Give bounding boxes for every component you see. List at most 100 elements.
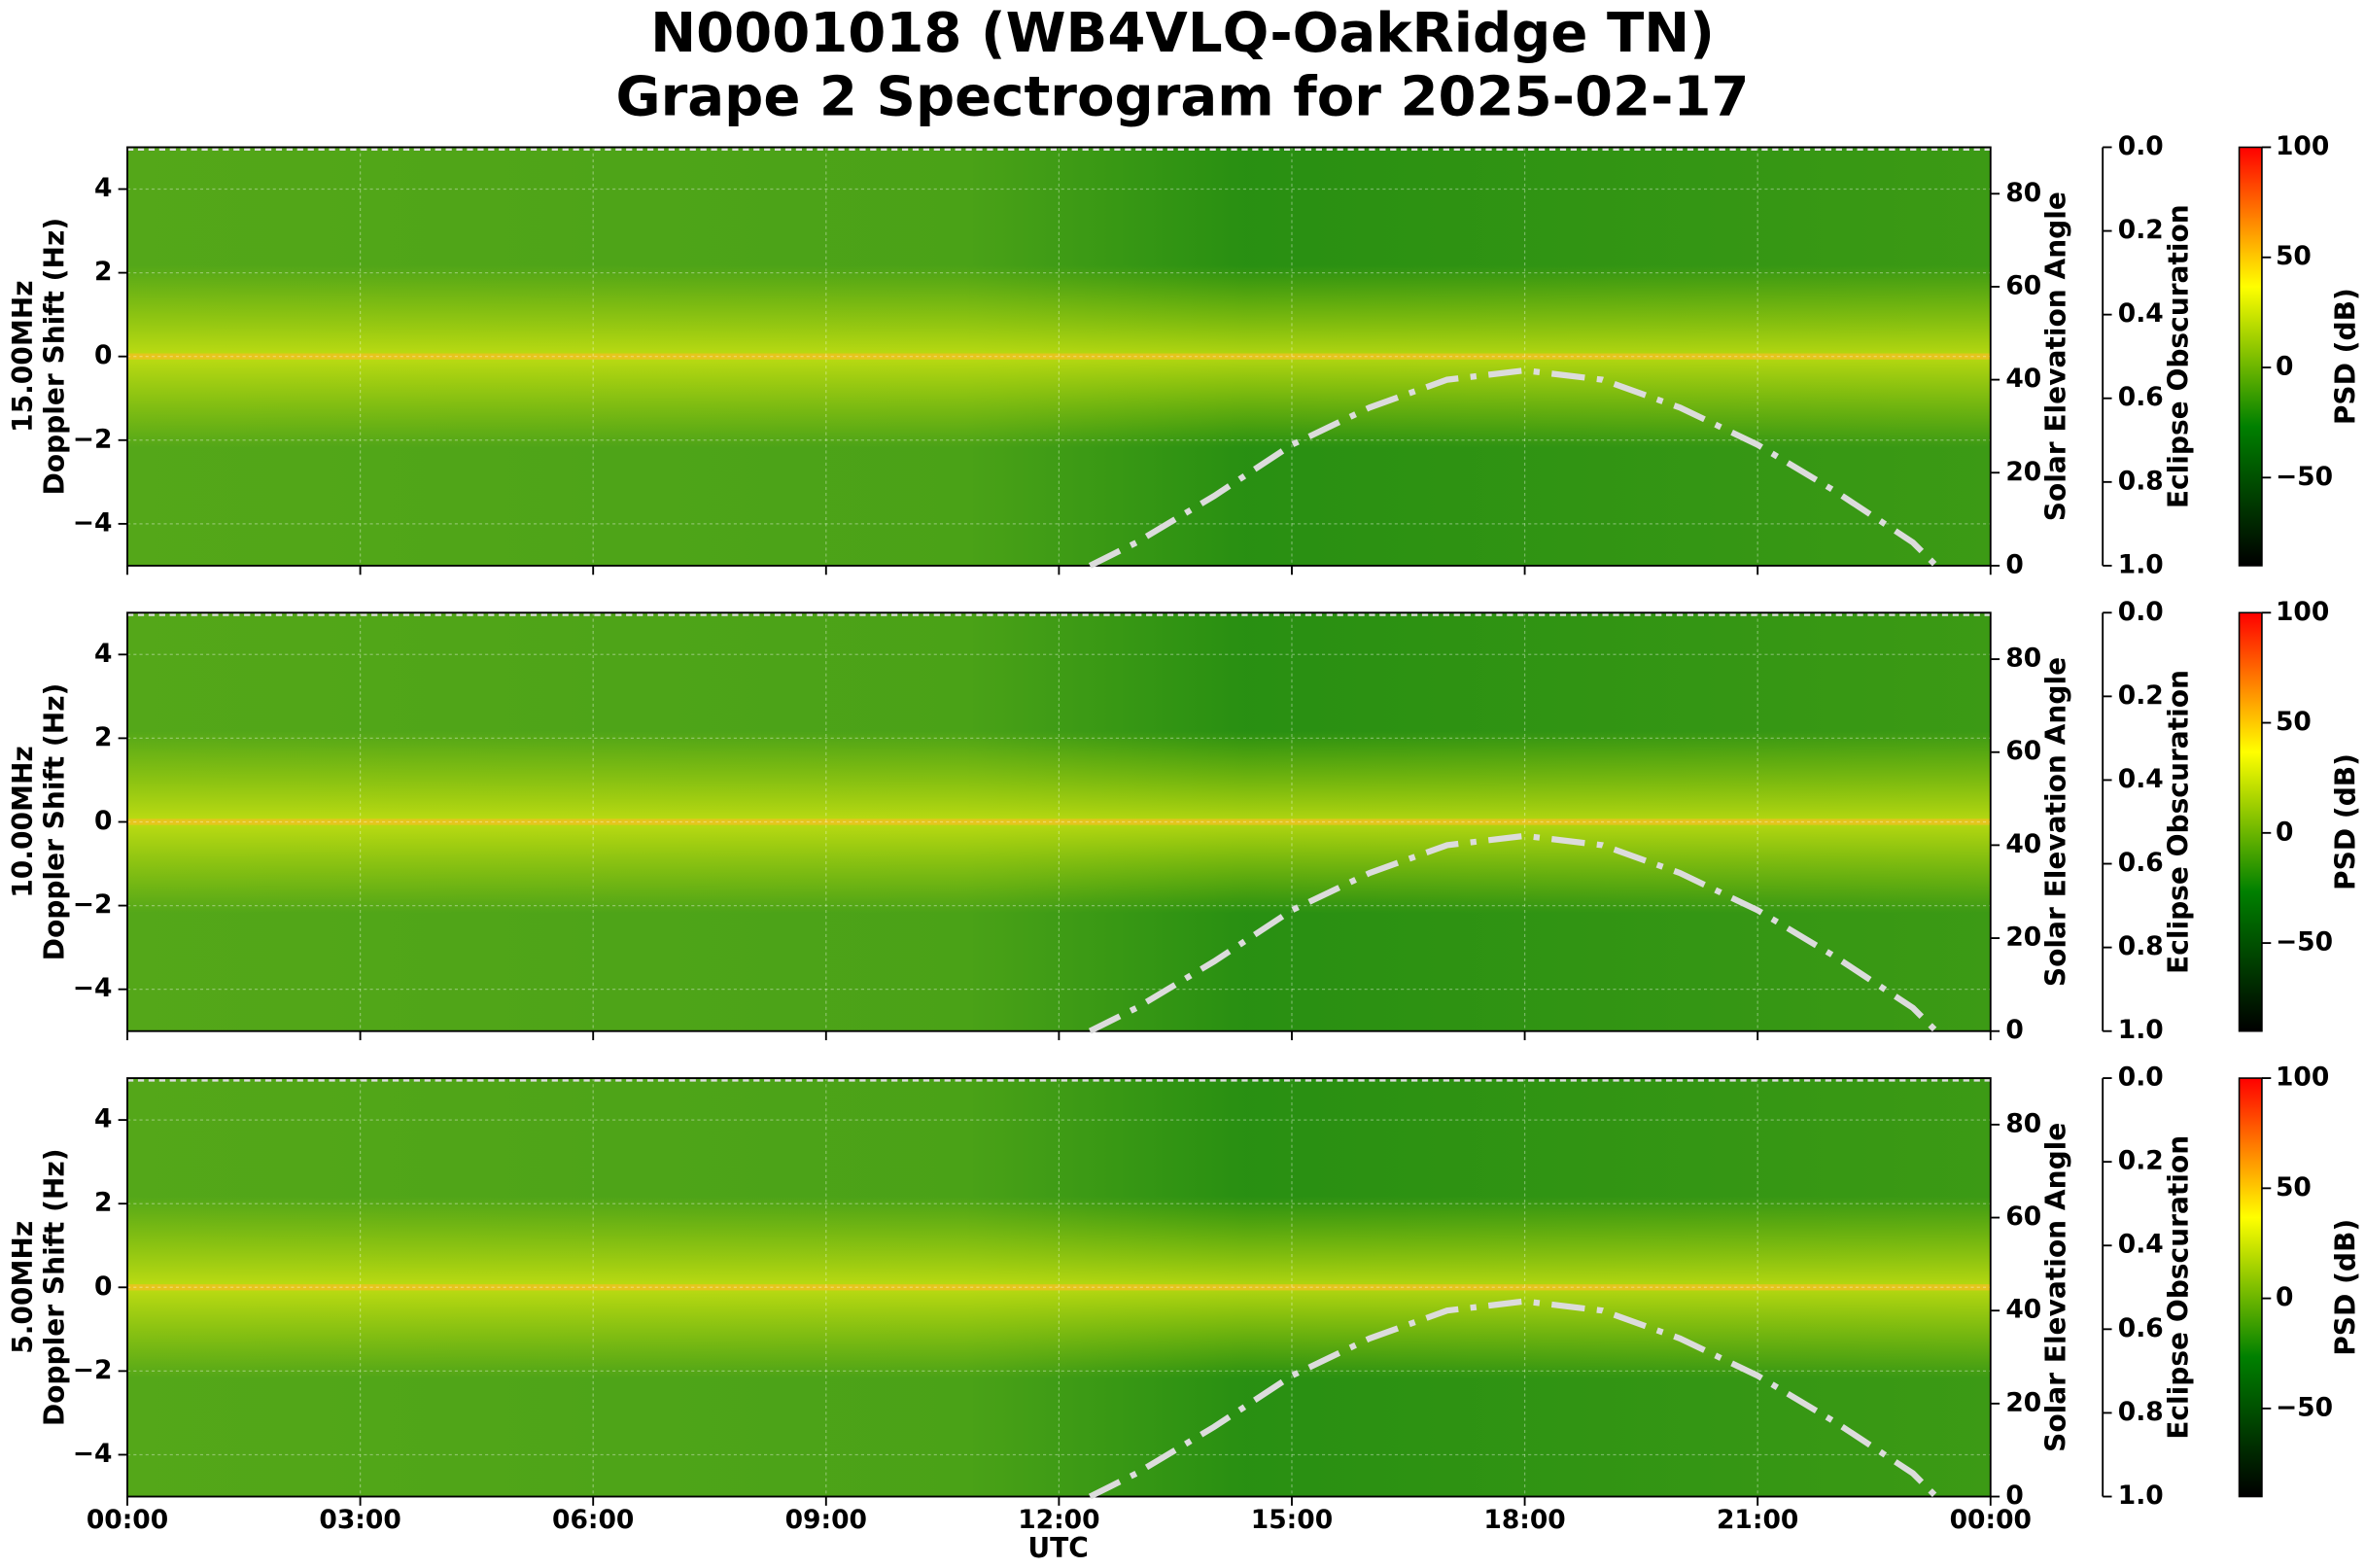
colorbar bbox=[2238, 611, 2263, 1032]
x-tick-label: 09:00 bbox=[785, 1505, 867, 1535]
y-tick-label: 4 bbox=[94, 1104, 112, 1134]
y-tick-label: −4 bbox=[73, 1439, 113, 1469]
y2-axis-label: Solar Elevation Angle bbox=[2039, 657, 2071, 987]
y-tick-label: 0 bbox=[94, 1272, 112, 1302]
y2-axis-label: Solar Elevation Angle bbox=[2039, 1123, 2071, 1452]
eclipse-tick-label: 1.0 bbox=[2118, 549, 2164, 579]
eclipse-tick-label: 0.6 bbox=[2118, 848, 2164, 878]
colorbar-tick-label: 100 bbox=[2276, 131, 2329, 161]
y2-tick-label: 20 bbox=[2005, 923, 2041, 953]
y-tick-label: −2 bbox=[73, 1355, 113, 1385]
colorbar-tick-label: 100 bbox=[2276, 597, 2329, 627]
colorbar-label: PSD (dB) bbox=[2329, 753, 2361, 890]
y2-tick-label: 40 bbox=[2005, 364, 2041, 394]
y-tick-label: −2 bbox=[73, 424, 113, 454]
eclipse-tick-label: 0.2 bbox=[2118, 1146, 2164, 1176]
solar-elevation-line bbox=[1088, 366, 1939, 569]
eclipse-axis-label: Eclipse Obscuration bbox=[2163, 670, 2195, 974]
colorbar-tick-label: 0 bbox=[2276, 352, 2293, 382]
colorbar-tick-label: 50 bbox=[2276, 241, 2312, 271]
colorbar bbox=[2238, 146, 2263, 567]
eclipse-tick-label: 0.0 bbox=[2118, 597, 2164, 627]
carrier-trace bbox=[127, 1284, 1991, 1291]
x-tick-label: 18:00 bbox=[1483, 1505, 1565, 1535]
y2-tick-label: 20 bbox=[2005, 457, 2041, 487]
solar-elevation-line bbox=[1088, 832, 1939, 1034]
carrier-trace bbox=[127, 353, 1991, 360]
eclipse-tick-label: 0.6 bbox=[2118, 382, 2164, 412]
y-tick-label: 2 bbox=[94, 1188, 112, 1218]
colorbar-tick-label: 50 bbox=[2276, 1172, 2312, 1202]
y-tick-label: −4 bbox=[73, 507, 113, 538]
y2-tick-label: 80 bbox=[2005, 1108, 2041, 1138]
x-tick-label: 15:00 bbox=[1251, 1505, 1333, 1535]
y-tick-label: −2 bbox=[73, 889, 113, 920]
eclipse-tick-label: 0.4 bbox=[2118, 298, 2164, 329]
colorbar-tick-label: 0 bbox=[2276, 817, 2293, 847]
y-tick-label: 2 bbox=[94, 722, 112, 752]
eclipse-tick-label: 0.0 bbox=[2118, 1063, 2164, 1093]
eclipse-tick-label: 0.4 bbox=[2118, 764, 2164, 794]
y2-tick-label: 80 bbox=[2005, 178, 2041, 208]
eclipse-tick-label: 0.0 bbox=[2118, 131, 2164, 161]
x-tick-label: 00:00 bbox=[87, 1505, 168, 1535]
eclipse-tick-label: 0.4 bbox=[2118, 1230, 2164, 1260]
x-tick-label: 21:00 bbox=[1717, 1505, 1798, 1535]
eclipse-axis-label: Eclipse Obscuration bbox=[2163, 204, 2195, 508]
y2-tick-label: 60 bbox=[2005, 270, 2041, 300]
x-axis-label: UTC bbox=[1027, 1532, 1089, 1564]
colorbar-tick-label: −50 bbox=[2276, 1392, 2333, 1422]
y-tick-label: 4 bbox=[94, 173, 112, 203]
y2-tick-label: 60 bbox=[2005, 1202, 2041, 1232]
frequency-label: 15.00MHz bbox=[7, 280, 39, 433]
y2-tick-label: 40 bbox=[2005, 829, 2041, 859]
y2-tick-label: 80 bbox=[2005, 644, 2041, 674]
y2-tick-label: 0 bbox=[2005, 1015, 2023, 1045]
y2-tick-label: 40 bbox=[2005, 1295, 2041, 1325]
y-axis-label: Doppler Shift (Hz) bbox=[39, 683, 71, 961]
plot-frame bbox=[126, 611, 1992, 1032]
x-tick-label: 03:00 bbox=[319, 1505, 400, 1535]
y2-tick-label: 0 bbox=[2005, 549, 2023, 579]
colorbar-tick-label: 0 bbox=[2276, 1282, 2293, 1312]
plot-frame bbox=[126, 146, 1992, 567]
colorbar bbox=[2238, 1077, 2263, 1498]
y-tick-label: −4 bbox=[73, 973, 113, 1003]
y-axis-label: Doppler Shift (Hz) bbox=[39, 218, 71, 496]
frequency-label: 10.00MHz bbox=[7, 746, 39, 898]
y2-axis-label: Solar Elevation Angle bbox=[2039, 192, 2071, 521]
frequency-label: 5.00MHz bbox=[7, 1221, 39, 1354]
y2-tick-label: 0 bbox=[2005, 1481, 2023, 1511]
y-tick-label: 0 bbox=[94, 340, 112, 370]
eclipse-tick-label: 0.2 bbox=[2118, 215, 2164, 245]
eclipse-tick-label: 1.0 bbox=[2118, 1481, 2164, 1511]
y-tick-label: 0 bbox=[94, 806, 112, 836]
colorbar-label: PSD (dB) bbox=[2329, 1219, 2361, 1356]
colorbar-tick-label: −50 bbox=[2276, 927, 2333, 958]
eclipse-tick-label: 0.8 bbox=[2118, 1397, 2164, 1427]
x-tick-label: 12:00 bbox=[1018, 1505, 1099, 1535]
y2-tick-label: 20 bbox=[2005, 1387, 2041, 1417]
eclipse-tick-label: 1.0 bbox=[2118, 1015, 2164, 1045]
eclipse-tick-label: 0.2 bbox=[2118, 680, 2164, 711]
eclipse-axis-label: Eclipse Obscuration bbox=[2163, 1135, 2195, 1440]
eclipse-tick-label: 0.8 bbox=[2118, 466, 2164, 496]
x-tick-label: 00:00 bbox=[1950, 1505, 2032, 1535]
eclipse-tick-label: 0.6 bbox=[2118, 1313, 2164, 1343]
y-tick-label: 2 bbox=[94, 257, 112, 287]
colorbar-tick-label: 50 bbox=[2276, 707, 2312, 737]
colorbar-tick-label: 100 bbox=[2276, 1063, 2329, 1093]
carrier-trace bbox=[127, 819, 1991, 825]
solar-elevation-line bbox=[1088, 1298, 1939, 1500]
y2-tick-label: 60 bbox=[2005, 736, 2041, 766]
eclipse-tick-label: 0.8 bbox=[2118, 931, 2164, 961]
colorbar-tick-label: −50 bbox=[2276, 462, 2333, 492]
colorbar-label: PSD (dB) bbox=[2329, 288, 2361, 425]
subtitle: Grape 2 Spectrogram for 2025-02-17 bbox=[616, 66, 1750, 129]
title: N0001018 (WB4VLQ-OakRidge TN) bbox=[650, 2, 1715, 65]
y-tick-label: 4 bbox=[94, 639, 112, 669]
plot-frame bbox=[126, 1077, 1992, 1498]
x-tick-label: 06:00 bbox=[552, 1505, 634, 1535]
y-axis-label: Doppler Shift (Hz) bbox=[39, 1148, 71, 1426]
